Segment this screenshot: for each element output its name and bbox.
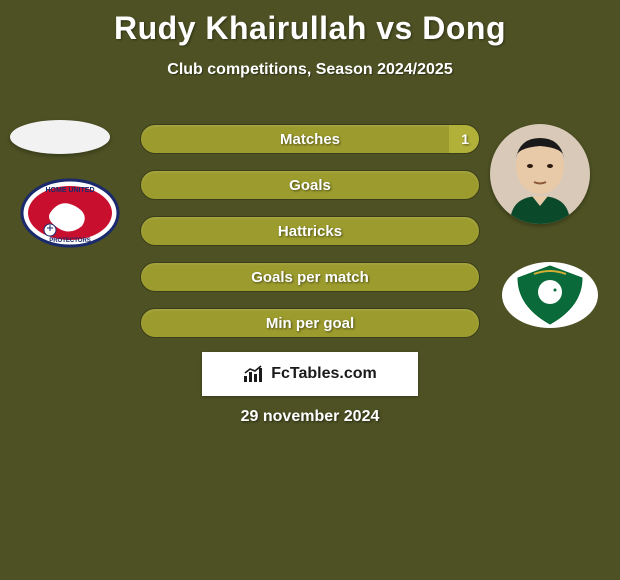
bar-mpg: Min per goal	[140, 308, 480, 338]
page-subtitle: Club competitions, Season 2024/2025	[0, 61, 620, 79]
bar-gpm-label: Goals per match	[141, 263, 479, 291]
comparison-bars: Matches 1 Goals Hattricks Goals per matc…	[140, 124, 480, 354]
svg-text:HOME UNITED: HOME UNITED	[46, 187, 95, 194]
branding-badge: FcTables.com	[202, 352, 418, 396]
bar-matches-label: Matches	[141, 125, 479, 153]
branding-text: FcTables.com	[271, 365, 377, 383]
bar-goals: Goals	[140, 170, 480, 200]
bar-goals-label: Goals	[141, 171, 479, 199]
bar-matches: Matches 1	[140, 124, 480, 154]
bar-hattricks-label: Hattricks	[141, 217, 479, 245]
player-left-avatar	[10, 120, 110, 154]
player-right-avatar	[490, 124, 590, 224]
comparison-date: 29 november 2024	[0, 408, 620, 426]
bar-matches-value-right: 1	[461, 125, 469, 153]
club-crest-left: HOME UNITED PROTECTORS	[20, 178, 120, 248]
chart-icon	[243, 365, 265, 383]
bar-mpg-label: Min per goal	[141, 309, 479, 337]
club-crest-right	[500, 260, 600, 330]
page-title: Rudy Khairullah vs Dong	[0, 0, 620, 47]
bar-gpm: Goals per match	[140, 262, 480, 292]
bar-hattricks: Hattricks	[140, 216, 480, 246]
svg-text:PROTECTORS: PROTECTORS	[49, 238, 91, 244]
